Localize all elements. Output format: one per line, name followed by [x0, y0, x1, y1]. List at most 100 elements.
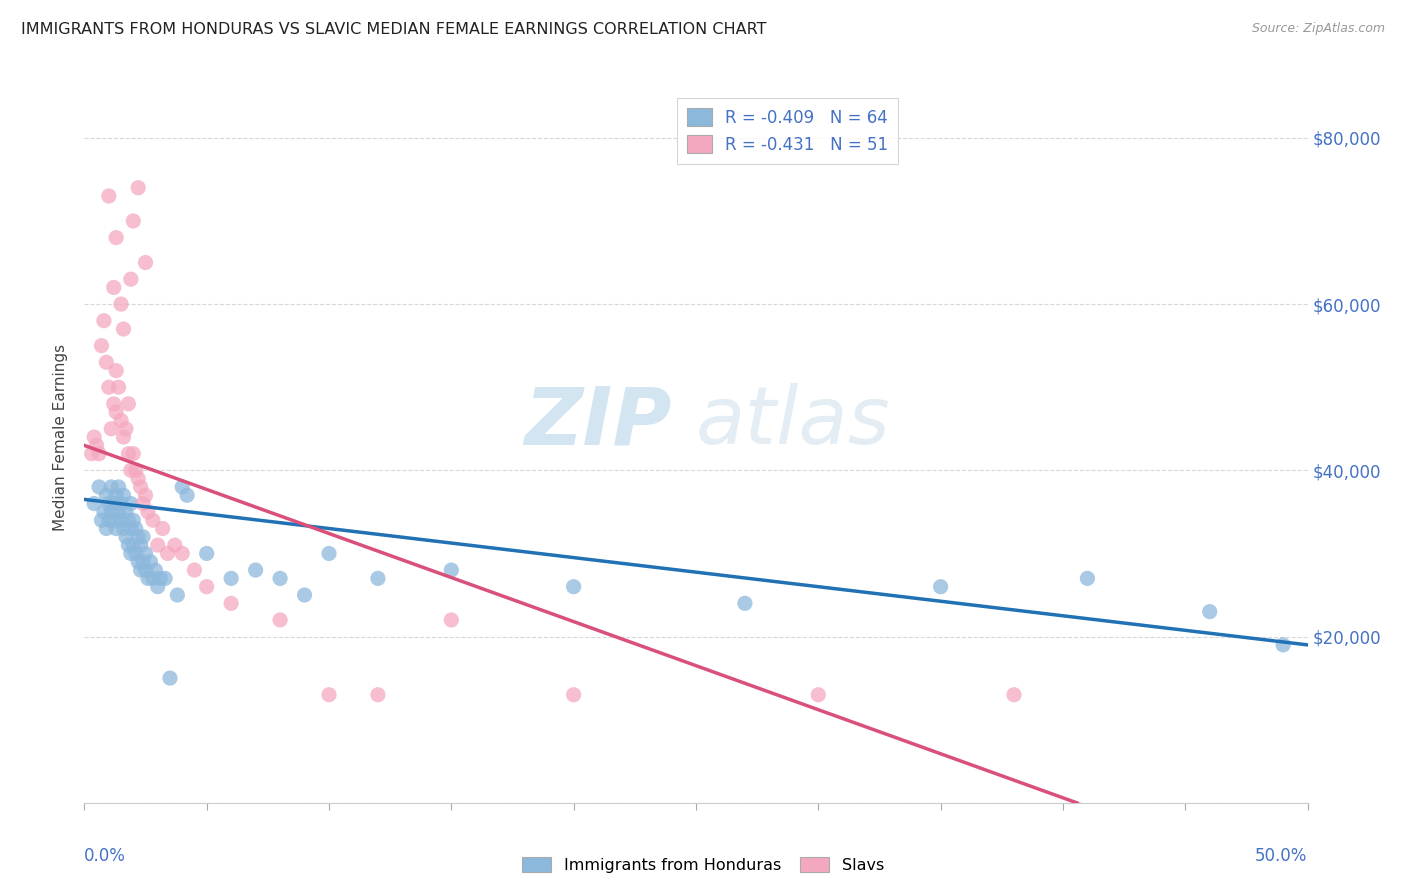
Point: [93, 314, 115, 328]
Point: [97, 497, 120, 511]
Point: [87, 480, 110, 494]
Point: [107, 380, 129, 394]
Point: [110, 513, 132, 527]
Point: [132, 555, 155, 569]
Text: Source: ZipAtlas.com: Source: ZipAtlas.com: [1251, 22, 1385, 36]
Point: [125, 521, 148, 535]
Point: [146, 538, 169, 552]
Point: [120, 546, 142, 560]
Point: [105, 521, 128, 535]
Point: [115, 505, 138, 519]
Point: [83, 497, 105, 511]
Point: [136, 571, 159, 585]
Point: [156, 546, 179, 560]
Point: [120, 463, 142, 477]
Point: [135, 546, 157, 560]
Point: [367, 571, 389, 585]
Point: [96, 355, 118, 369]
Point: [103, 280, 125, 294]
Point: [807, 688, 830, 702]
Point: [120, 521, 142, 535]
Point: [562, 580, 585, 594]
Point: [120, 272, 142, 286]
Point: [125, 546, 148, 560]
Point: [117, 447, 139, 461]
Point: [103, 513, 125, 527]
Legend: Immigrants from Honduras, Slavs: Immigrants from Honduras, Slavs: [516, 851, 890, 880]
Point: [132, 530, 155, 544]
Point: [136, 505, 159, 519]
Point: [115, 422, 138, 436]
Point: [100, 505, 122, 519]
Point: [103, 397, 125, 411]
Point: [97, 189, 120, 203]
Point: [139, 555, 162, 569]
Point: [86, 438, 108, 452]
Point: [80, 447, 103, 461]
Point: [122, 447, 145, 461]
Point: [183, 563, 205, 577]
Point: [127, 472, 149, 486]
Point: [149, 571, 172, 585]
Point: [125, 463, 148, 477]
Point: [117, 513, 139, 527]
Point: [143, 563, 166, 577]
Point: [562, 688, 585, 702]
Point: [110, 297, 132, 311]
Point: [142, 513, 165, 527]
Point: [269, 571, 291, 585]
Point: [90, 338, 112, 352]
Point: [142, 571, 165, 585]
Point: [97, 380, 120, 394]
Point: [112, 488, 135, 502]
Point: [127, 180, 149, 194]
Point: [318, 688, 340, 702]
Point: [96, 488, 118, 502]
Point: [129, 480, 152, 494]
Point: [176, 488, 198, 502]
Point: [159, 671, 181, 685]
Point: [103, 497, 125, 511]
Point: [100, 422, 122, 436]
Point: [122, 538, 145, 552]
Point: [83, 430, 105, 444]
Point: [127, 555, 149, 569]
Point: [146, 580, 169, 594]
Point: [1076, 571, 1098, 585]
Point: [294, 588, 316, 602]
Point: [110, 413, 132, 427]
Point: [117, 397, 139, 411]
Text: IMMIGRANTS FROM HONDURAS VS SLAVIC MEDIAN FEMALE EARNINGS CORRELATION CHART: IMMIGRANTS FROM HONDURAS VS SLAVIC MEDIA…: [21, 22, 766, 37]
Point: [318, 546, 340, 560]
Point: [135, 563, 157, 577]
Point: [110, 497, 132, 511]
Point: [127, 530, 149, 544]
Point: [135, 255, 157, 269]
Point: [269, 613, 291, 627]
Y-axis label: Median Female Earnings: Median Female Earnings: [53, 343, 69, 531]
Point: [97, 513, 120, 527]
Point: [129, 538, 152, 552]
Point: [367, 688, 389, 702]
Text: ZIP: ZIP: [524, 384, 672, 461]
Point: [122, 214, 145, 228]
Point: [440, 563, 463, 577]
Point: [122, 513, 145, 527]
Point: [132, 497, 155, 511]
Point: [195, 580, 218, 594]
Point: [1198, 605, 1220, 619]
Point: [107, 505, 129, 519]
Point: [195, 546, 218, 560]
Point: [734, 596, 756, 610]
Point: [87, 447, 110, 461]
Point: [112, 521, 135, 535]
Point: [90, 513, 112, 527]
Legend: R = -0.409   N = 64, R = -0.431   N = 51: R = -0.409 N = 64, R = -0.431 N = 51: [676, 98, 898, 163]
Point: [245, 563, 267, 577]
Point: [105, 230, 128, 244]
Point: [105, 488, 128, 502]
Point: [96, 521, 118, 535]
Point: [166, 588, 188, 602]
Point: [219, 571, 242, 585]
Point: [172, 480, 194, 494]
